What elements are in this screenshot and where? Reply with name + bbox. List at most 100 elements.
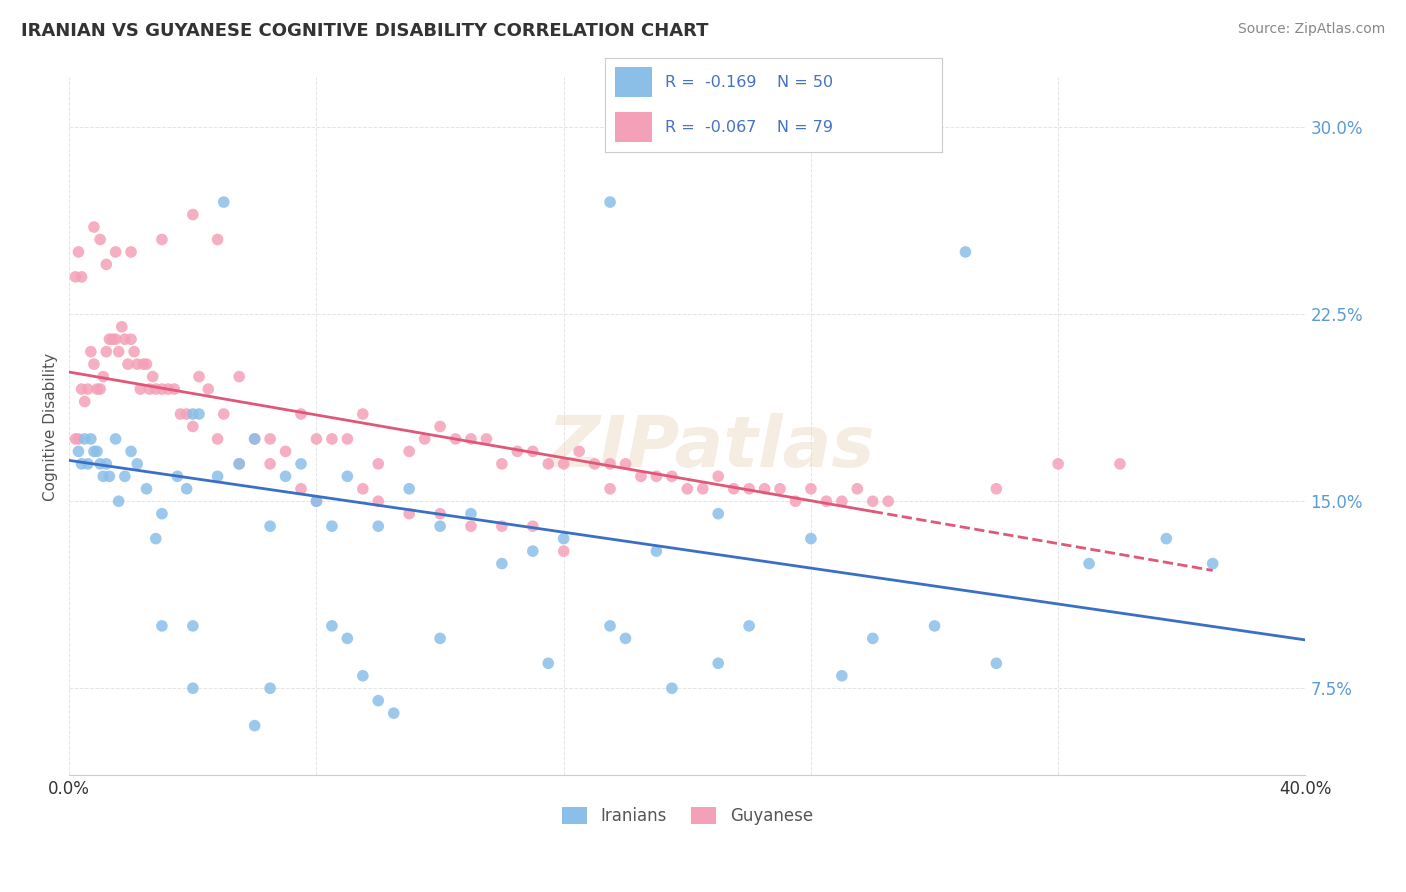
Point	[129, 382, 152, 396]
Point	[537, 657, 560, 671]
Point	[367, 494, 389, 508]
Point	[117, 357, 139, 371]
Point	[522, 444, 544, 458]
Point	[259, 457, 281, 471]
Point	[120, 332, 142, 346]
Point	[676, 482, 699, 496]
Point	[122, 344, 145, 359]
Point	[107, 344, 129, 359]
Point	[305, 432, 328, 446]
Point	[274, 469, 297, 483]
Point	[553, 457, 575, 471]
Point	[96, 257, 118, 271]
Point	[336, 632, 359, 646]
Point	[73, 432, 96, 446]
Point	[986, 657, 1008, 671]
Point	[207, 469, 229, 483]
Point	[207, 232, 229, 246]
Point	[336, 469, 359, 483]
Point	[290, 482, 312, 496]
Point	[553, 544, 575, 558]
Point	[135, 357, 157, 371]
Point	[398, 482, 420, 496]
Point	[367, 519, 389, 533]
Point	[89, 382, 111, 396]
Point	[169, 407, 191, 421]
Point	[274, 444, 297, 458]
Point	[398, 444, 420, 458]
Point	[104, 244, 127, 259]
Text: R =  -0.169    N = 50: R = -0.169 N = 50	[665, 75, 834, 90]
Point	[831, 669, 853, 683]
Point	[181, 681, 204, 696]
Point	[67, 432, 90, 446]
Point	[831, 494, 853, 508]
Point	[491, 557, 513, 571]
Point	[212, 407, 235, 421]
Point	[707, 657, 730, 671]
Point	[207, 432, 229, 446]
Point	[460, 432, 482, 446]
Point	[661, 681, 683, 696]
Point	[76, 457, 98, 471]
Point	[862, 632, 884, 646]
Point	[599, 457, 621, 471]
Point	[80, 344, 103, 359]
Point	[114, 469, 136, 483]
Point	[553, 532, 575, 546]
Point	[321, 519, 343, 533]
Point	[157, 382, 180, 396]
Point	[460, 507, 482, 521]
Point	[630, 469, 652, 483]
Y-axis label: Cognitive Disability: Cognitive Disability	[44, 352, 58, 500]
Point	[228, 457, 250, 471]
Point	[321, 432, 343, 446]
Point	[98, 332, 121, 346]
Point	[1202, 557, 1225, 571]
Point	[138, 382, 160, 396]
Point	[86, 444, 108, 458]
Point	[614, 457, 637, 471]
Point	[738, 619, 761, 633]
Point	[444, 432, 467, 446]
Point	[86, 382, 108, 396]
Point	[83, 444, 105, 458]
Point	[1078, 557, 1101, 571]
Point	[429, 419, 451, 434]
Point	[127, 457, 149, 471]
Point	[83, 220, 105, 235]
Point	[800, 532, 823, 546]
Point	[197, 382, 219, 396]
Point	[491, 519, 513, 533]
Point	[176, 482, 198, 496]
Legend: Iranians, Guyanese: Iranians, Guyanese	[554, 798, 821, 833]
Point	[212, 195, 235, 210]
Point	[188, 369, 211, 384]
Point	[163, 382, 186, 396]
Point	[176, 407, 198, 421]
Point	[259, 681, 281, 696]
Point	[305, 494, 328, 508]
Point	[522, 544, 544, 558]
Point	[114, 332, 136, 346]
Point	[70, 457, 93, 471]
Point	[352, 482, 374, 496]
Point	[96, 457, 118, 471]
Point	[228, 369, 250, 384]
Point	[599, 482, 621, 496]
Point	[65, 432, 87, 446]
Point	[367, 457, 389, 471]
Point	[723, 482, 745, 496]
Point	[145, 382, 167, 396]
Point	[1109, 457, 1132, 471]
Point	[188, 407, 211, 421]
Point	[382, 706, 405, 721]
Point	[877, 494, 900, 508]
Point	[181, 419, 204, 434]
Point	[645, 544, 668, 558]
Point	[661, 469, 683, 483]
Point	[120, 444, 142, 458]
Point	[321, 619, 343, 633]
Point	[413, 432, 436, 446]
Point	[429, 519, 451, 533]
